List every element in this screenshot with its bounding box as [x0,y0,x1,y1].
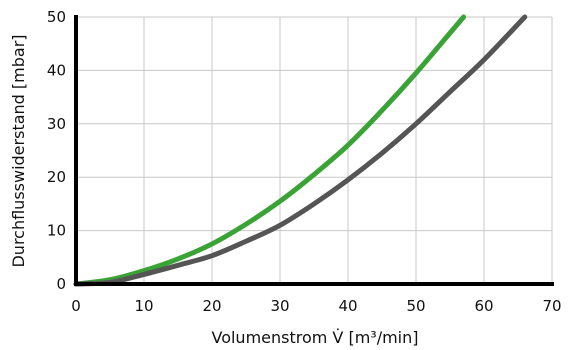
x-tick-label-6: 60 [474,297,493,315]
x-tick-label-4: 40 [338,297,357,315]
y-tick-label-4: 40 [47,61,66,79]
y-tick-label-2: 20 [47,168,66,186]
x-axis-label: Volumenstrom V̇ [m³/min] [211,328,418,347]
y-axis-label: Durchflusswiderstand [mbar] [9,34,28,267]
x-tick-label-5: 50 [406,297,425,315]
y-tick-label-0: 0 [56,275,66,293]
x-tick-label-7: 70 [542,297,561,315]
series-line-1 [73,14,528,287]
grid [76,16,553,284]
y-tick-label-1: 10 [47,222,66,240]
series-line-0 [73,14,467,287]
y-tick-label-3: 30 [47,115,66,133]
axes [74,15,554,286]
x-tick-label-2: 20 [202,297,221,315]
y-tick-labels: 0 10 20 30 40 50 [47,8,66,293]
x-tick-label-3: 30 [270,297,289,315]
y-tick-label-5: 50 [47,8,66,26]
x-tick-labels: 0 10 20 30 40 50 60 70 [71,297,561,315]
x-tick-label-1: 10 [134,297,153,315]
x-tick-label-0: 0 [71,297,81,315]
series-group [73,14,528,287]
